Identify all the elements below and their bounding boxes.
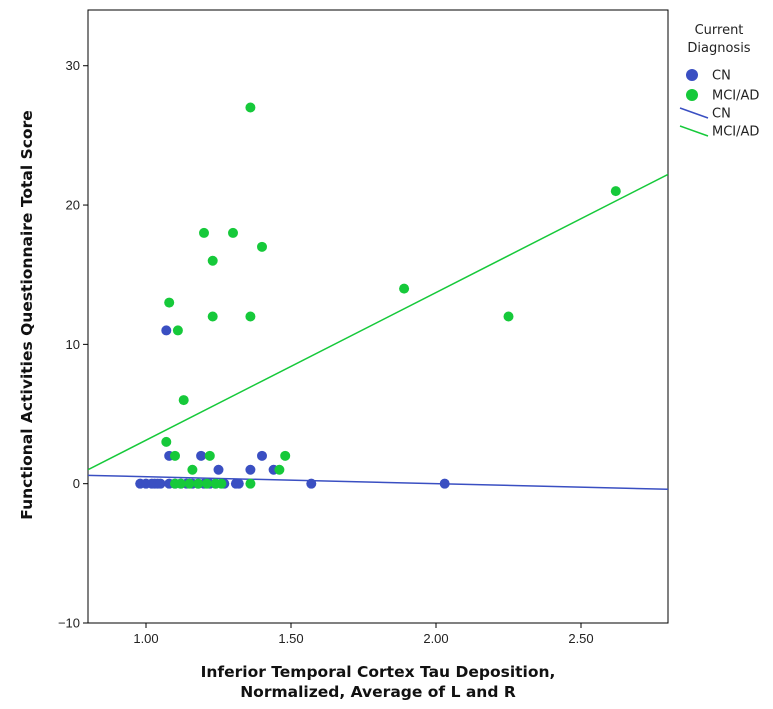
point-mci-ad [399, 283, 410, 294]
point-mci-ad [207, 255, 218, 266]
y-tick-label: 0 [73, 476, 80, 491]
point-mci-ad [172, 325, 183, 336]
x-tick-label: 2.00 [423, 631, 448, 646]
point-mci-ad [164, 297, 175, 308]
fit-lines [88, 173, 668, 491]
point-mci-ad [184, 478, 195, 489]
point-mci-ad [170, 450, 180, 461]
legend-label-cn: CN [712, 69, 731, 84]
point-mci-ad [245, 102, 256, 113]
y-tick-label: 30 [66, 58, 80, 73]
legend-title-line-1: Current [695, 23, 744, 38]
legend-title-line-2: Diagnosis [687, 41, 750, 56]
point-cn [155, 478, 166, 489]
plot-area [87, 9, 669, 624]
x-tick-label: 1.00 [133, 631, 158, 646]
point-mci-ad [201, 478, 212, 489]
point-mci-ad [216, 478, 227, 489]
y-axis-ticks: −10 0 10 20 30 [58, 58, 88, 631]
legend-label-cn: CN [712, 107, 731, 122]
point-mci-ad [274, 464, 285, 475]
point-cn [213, 464, 224, 475]
legend-marker-cn [686, 69, 698, 81]
x-axis-title-line-1: Inferior Temporal Cortex Tau Deposition, [201, 663, 556, 681]
point-mci-ad [193, 478, 204, 489]
point-mci-ad [257, 241, 267, 252]
point-cn [306, 478, 317, 489]
y-tick-label: −10 [58, 616, 80, 631]
point-mci-ad [503, 311, 514, 322]
y-tick-label: 20 [66, 198, 80, 213]
legend-label-mci-ad: MCI/AD [712, 125, 759, 140]
point-mci-ad [610, 186, 621, 197]
legend: Current Diagnosis CN MCI/AD CN MCI/AD [679, 23, 759, 140]
point-cn [196, 450, 207, 461]
point-cn [257, 450, 267, 461]
x-axis-ticks: 1.00 1.50 2.00 2.50 [133, 623, 594, 646]
legend-line-mci-ad [679, 125, 709, 137]
point-mci-ad [228, 227, 238, 238]
y-axis-title: Functional Activities Questionnaire Tota… [18, 110, 36, 519]
legend-label-mci-ad: MCI/AD [712, 89, 759, 104]
point-mci-ad [175, 478, 186, 489]
legend-entries: CN MCI/AD CN MCI/AD [679, 69, 759, 140]
y-tick-label: 10 [66, 337, 80, 352]
x-axis-title-line-2: Normalized, Average of L and R [240, 683, 516, 701]
point-mci-ad [204, 450, 215, 461]
point-mci-ad [178, 395, 189, 406]
point-mci-ad [207, 311, 218, 322]
legend-line-cn [679, 107, 709, 119]
fit-line-cn [88, 474, 668, 491]
point-mci-ad [161, 436, 172, 447]
point-cn [245, 464, 256, 475]
point-mci-ad [187, 464, 198, 475]
point-mci-ad [245, 478, 256, 489]
fit-line-mci-ad [88, 173, 668, 471]
point-cn [161, 325, 172, 336]
point-cn [439, 478, 450, 489]
point-mci-ad [245, 311, 256, 322]
legend-marker-mci-ad [686, 89, 698, 101]
point-cn [233, 478, 244, 489]
x-tick-label: 2.50 [568, 631, 593, 646]
point-mci-ad [280, 450, 291, 461]
point-mci-ad [199, 227, 209, 238]
x-tick-label: 1.50 [278, 631, 303, 646]
data-points [135, 102, 621, 489]
